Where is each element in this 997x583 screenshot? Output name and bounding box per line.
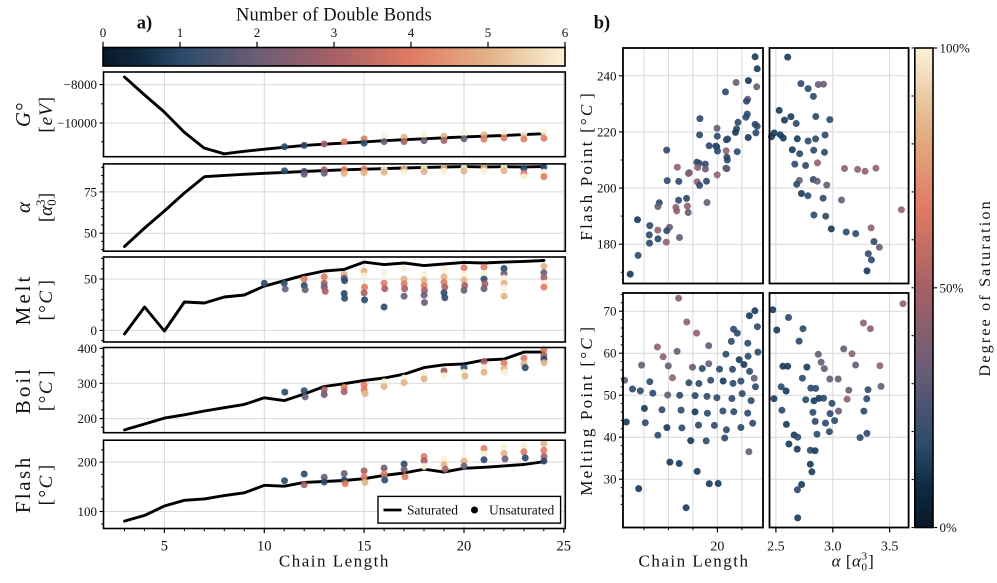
svg-text:50: 50	[604, 388, 617, 403]
svg-text:0: 0	[91, 323, 98, 338]
svg-text:[°C ]: [°C ]	[36, 278, 57, 320]
svg-text:4: 4	[408, 25, 415, 40]
svg-text:Degree of Saturation: Degree of Saturation	[977, 199, 994, 376]
svg-text:100%: 100%	[940, 41, 971, 56]
svg-text:G°: G°	[11, 102, 35, 128]
svg-text:5: 5	[485, 25, 492, 40]
svg-text:6: 6	[562, 25, 569, 40]
svg-text:2: 2	[254, 25, 261, 40]
svg-text:5: 5	[161, 539, 168, 555]
svg-text:400: 400	[78, 341, 98, 356]
svg-text:3.0: 3.0	[824, 539, 842, 554]
svg-text:Melt: Melt	[11, 274, 35, 326]
svg-text:75: 75	[84, 184, 97, 199]
svg-text:200: 200	[597, 181, 617, 196]
svg-text:Boil: Boil	[11, 366, 35, 414]
svg-text:200: 200	[78, 411, 98, 426]
svg-text:[eV]: [eV]	[36, 96, 57, 133]
svg-text:[α03]: [α03]	[33, 193, 59, 222]
svg-text:2.5: 2.5	[767, 539, 785, 554]
svg-text:−8000: −8000	[64, 77, 97, 92]
svg-text:50: 50	[84, 226, 97, 241]
svg-text:60: 60	[604, 346, 617, 361]
svg-text:100: 100	[78, 504, 98, 519]
svg-text:α: α	[11, 201, 35, 213]
svg-text:70: 70	[604, 304, 617, 319]
svg-text:300: 300	[78, 376, 98, 391]
svg-text:3: 3	[331, 25, 338, 40]
svg-text:[°C ]: [°C ]	[36, 369, 57, 411]
svg-text:Saturated: Saturated	[407, 503, 458, 518]
svg-text:−10000: −10000	[57, 116, 97, 131]
svg-text:0%: 0%	[940, 520, 958, 535]
svg-text:50: 50	[84, 272, 97, 287]
svg-text:Chain Length: Chain Length	[638, 552, 749, 571]
svg-text:40: 40	[604, 430, 617, 445]
svg-text:25: 25	[557, 539, 572, 555]
svg-text:a): a)	[137, 14, 152, 34]
svg-text:3.5: 3.5	[881, 539, 899, 554]
svg-text:Unsaturated: Unsaturated	[489, 503, 554, 518]
svg-text:[°C ]: [°C ]	[36, 463, 57, 505]
svg-text:Melting Point [°C ]: Melting Point [°C ]	[577, 325, 596, 496]
svg-text:Flash Point [°C ]: Flash Point [°C ]	[577, 91, 596, 241]
svg-text:180: 180	[597, 237, 617, 252]
svg-text:20: 20	[457, 539, 472, 555]
svg-text:220: 220	[597, 124, 617, 139]
svg-text:α [α03]: α [α03]	[832, 551, 875, 574]
svg-text:20: 20	[710, 539, 724, 554]
svg-text:10: 10	[257, 539, 272, 555]
svg-text:Number of Double Bonds: Number of Double Bonds	[236, 6, 432, 26]
svg-text:Flash: Flash	[11, 455, 35, 513]
svg-text:50%: 50%	[940, 280, 964, 295]
svg-text:240: 240	[597, 68, 617, 83]
svg-text:1: 1	[177, 25, 184, 40]
svg-text:15: 15	[357, 539, 372, 555]
svg-text:Chain Length: Chain Length	[279, 552, 390, 571]
svg-text:30: 30	[604, 472, 617, 487]
svg-text:200: 200	[78, 455, 98, 470]
svg-text:b): b)	[594, 14, 610, 34]
svg-text:0: 0	[100, 25, 107, 40]
